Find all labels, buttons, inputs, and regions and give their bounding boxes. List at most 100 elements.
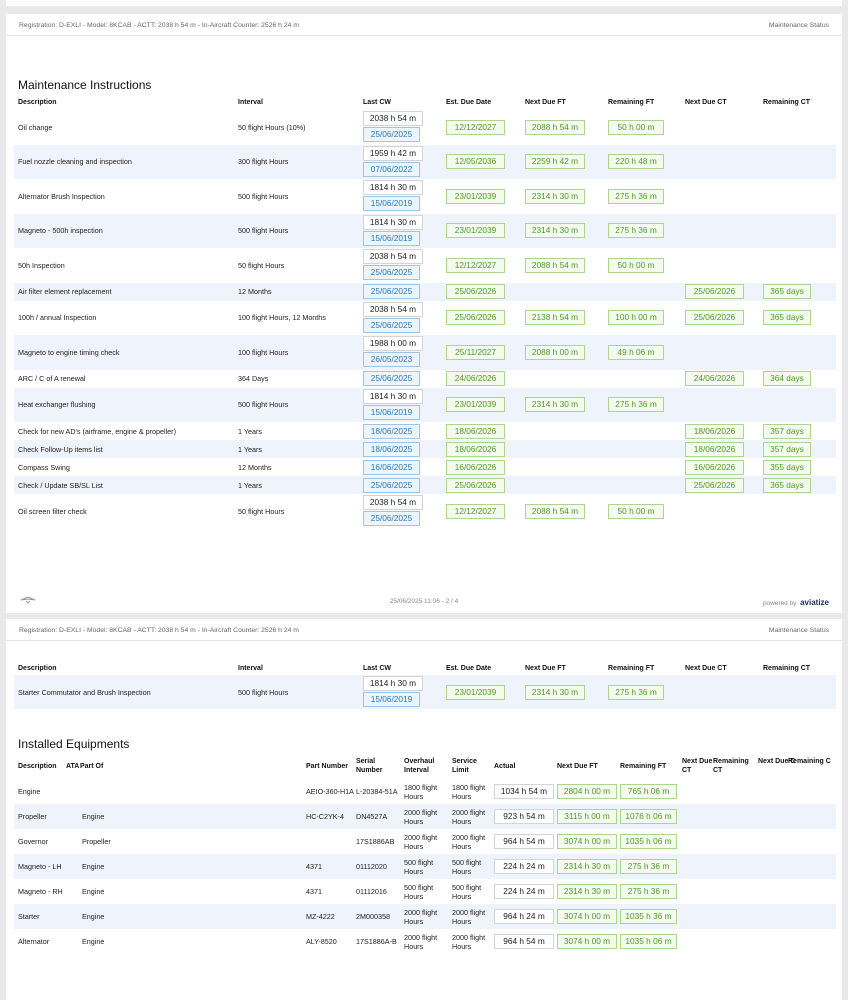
last-cw-date: 26/05/2023 (363, 352, 420, 368)
registration-info: Registration: D-EXLI - Model: 8KCAB - AC… (19, 627, 299, 634)
equipment-overhaul-interval: 2000 flight Hours (404, 832, 438, 851)
equipment-remaining-ft: 275 h 36 m (620, 884, 677, 899)
est-due-date: 25/11/2027 (446, 344, 505, 360)
task-interval: 1 Years (238, 480, 262, 490)
last-cw-date: 15/06/2019 (363, 196, 420, 212)
est-due-date: 23/01/2039 (446, 684, 505, 700)
equipment-serial-number: 01112016 (356, 887, 387, 896)
equipment-service-limit: 2000 flight Hours (452, 807, 486, 826)
equipment-description: Engine (18, 787, 41, 796)
col-eq-part-number-header: Part Number (306, 763, 349, 770)
last-cw-flight-time: 1814 h 30 m (363, 676, 423, 691)
equipment-actual: 964 h 24 m (494, 909, 554, 924)
equipment-row (14, 854, 836, 879)
col-eq-next-due-ct-header: Next Due CT (682, 758, 713, 774)
next-due-ct: 18/06/2026 (685, 423, 744, 439)
equipment-actual: 224 h 24 m (494, 884, 554, 899)
equipment-actual: 224 h 24 m (494, 859, 554, 874)
equipment-service-limit: 2000 flight Hours (452, 832, 486, 851)
next-due-ft: 2088 h 00 m (525, 344, 585, 360)
col-eq-remaining-ct-header: Remaining CT (713, 758, 749, 774)
powered-by-label: powered by (762, 600, 797, 607)
col-eq-part-of-header: Part Of (80, 763, 104, 770)
equipment-description: Magneto - RH (18, 887, 63, 896)
last-cw-date: 25/06/2025 (363, 317, 420, 333)
equipment-service-limit: 2000 flight Hours (452, 932, 486, 951)
task-interval: 12 Months (238, 287, 272, 296)
col-last-cw-header: Last CW (363, 99, 391, 106)
task-description: Check Follow-Up items list (18, 444, 103, 454)
task-description: ARC / C of A renewal (18, 374, 86, 383)
est-due-date: 16/06/2026 (446, 459, 505, 475)
last-cw-flight-time: 2038 h 54 m (363, 249, 423, 265)
task-interval: 12 Months (238, 462, 272, 472)
task-interval: 364 Days (238, 374, 269, 383)
col-eq-overhaul-interval-header: Overhaul Interval (404, 758, 435, 774)
est-due-date: 24/06/2026 (446, 371, 505, 386)
task-interval: 500 flight Hours (238, 226, 289, 236)
equipment-service-limit: 2000 flight Hours (452, 907, 486, 926)
equipment-part-number: 4371 (306, 862, 322, 871)
equipment-serial-number: 2M000358 (356, 912, 390, 921)
col-eq-actual-header: Actual (494, 763, 516, 770)
task-interval: 100 flight Hours, 12 Months (238, 313, 326, 323)
equipment-service-limit: 500 flight Hours (452, 882, 482, 901)
last-cw-date: 15/06/2019 (363, 692, 420, 707)
est-due-date: 23/01/2039 (446, 188, 505, 204)
last-cw-flight-time: 2038 h 54 m (363, 111, 423, 127)
remaining-ft: 275 h 36 m (608, 684, 664, 700)
equipment-part-of: Engine (82, 862, 105, 871)
equipment-row (14, 904, 836, 929)
page-header: Registration: D-EXLI - Model: 8KCAB - AC… (6, 619, 842, 641)
next-due-ft: 2088 h 54 m (525, 119, 585, 135)
equipment-part-number: AEIO-360-H1A (306, 787, 354, 796)
task-description: Check for new AD's (airframe, engine & p… (18, 426, 176, 436)
last-cw-date: 18/06/2025 (363, 423, 420, 439)
next-due-ct: 25/06/2026 (685, 310, 744, 326)
equipment-part-of: Engine (82, 912, 105, 921)
est-due-date: 23/01/2039 (446, 397, 505, 413)
last-cw-flight-time: 2038 h 54 m (363, 495, 423, 511)
equipment-part-number: ALY-8520 (306, 937, 337, 946)
remaining-ct: 365 days (763, 477, 811, 493)
equipment-overhaul-interval: 2000 flight Hours (404, 807, 438, 826)
equipment-actual: 964 h 54 m (494, 934, 554, 949)
equipment-part-of: Engine (82, 812, 105, 821)
col-eq-remaining-ft-header: Remaining FT (620, 763, 667, 770)
col-last-cw-header: Last CW (363, 665, 391, 672)
est-due-date: 18/06/2026 (446, 423, 505, 439)
maintenance-status-label: Maintenance Status (768, 22, 829, 29)
est-due-date: 25/06/2026 (446, 477, 505, 493)
last-cw-flight-time: 1814 h 30 m (363, 388, 423, 404)
equipment-remaining-ft: 1035 h 06 m (620, 934, 677, 949)
col-remaining-ft-header: Remaining FT (608, 665, 655, 672)
maintenance-row (14, 110, 836, 145)
task-interval: 300 flight Hours (238, 157, 289, 167)
task-interval: 1 Years (238, 426, 262, 436)
equipment-serial-number: 01112020 (356, 862, 387, 871)
last-cw-date: 25/06/2025 (363, 477, 420, 493)
remaining-ft: 100 h 00 m (608, 310, 664, 326)
report-page-3: Registration: D-EXLI - Model: 8KCAB - AC… (6, 619, 842, 1000)
col-remaining-ct-header: Remaining CT (763, 99, 811, 106)
task-description: Alternator Brush Inspection (18, 191, 105, 201)
task-description: 50h Inspection (18, 260, 65, 270)
last-cw-date: 25/06/2025 (363, 371, 420, 386)
remaining-ft: 275 h 36 m (608, 188, 664, 204)
equipment-service-limit: 1800 flight Hours (452, 782, 486, 801)
task-description: 100h / annual Inspection (18, 313, 97, 323)
equipment-description: Starter (18, 912, 40, 921)
task-description: Starter Commutator and Brush Inspection (18, 687, 151, 697)
equipment-part-of: Engine (82, 937, 105, 946)
est-due-date: 12/05/2036 (446, 154, 505, 170)
equipment-actual: 1034 h 54 m (494, 784, 554, 799)
last-cw-flight-time: 2038 h 54 m (363, 301, 423, 317)
col-eq-service-limit-header: Service Limit (452, 758, 477, 774)
aviatize-logo: aviatize (800, 598, 829, 607)
maintenance-row (14, 335, 836, 370)
task-interval: 50 flight Hours (238, 260, 285, 270)
task-description: Compass Swing (18, 462, 70, 472)
equipment-description: Propeller (18, 812, 47, 821)
equipment-serial-number: 17S1886A-B (356, 937, 397, 946)
equipment-remaining-ft: 1035 h 06 m (620, 834, 677, 849)
